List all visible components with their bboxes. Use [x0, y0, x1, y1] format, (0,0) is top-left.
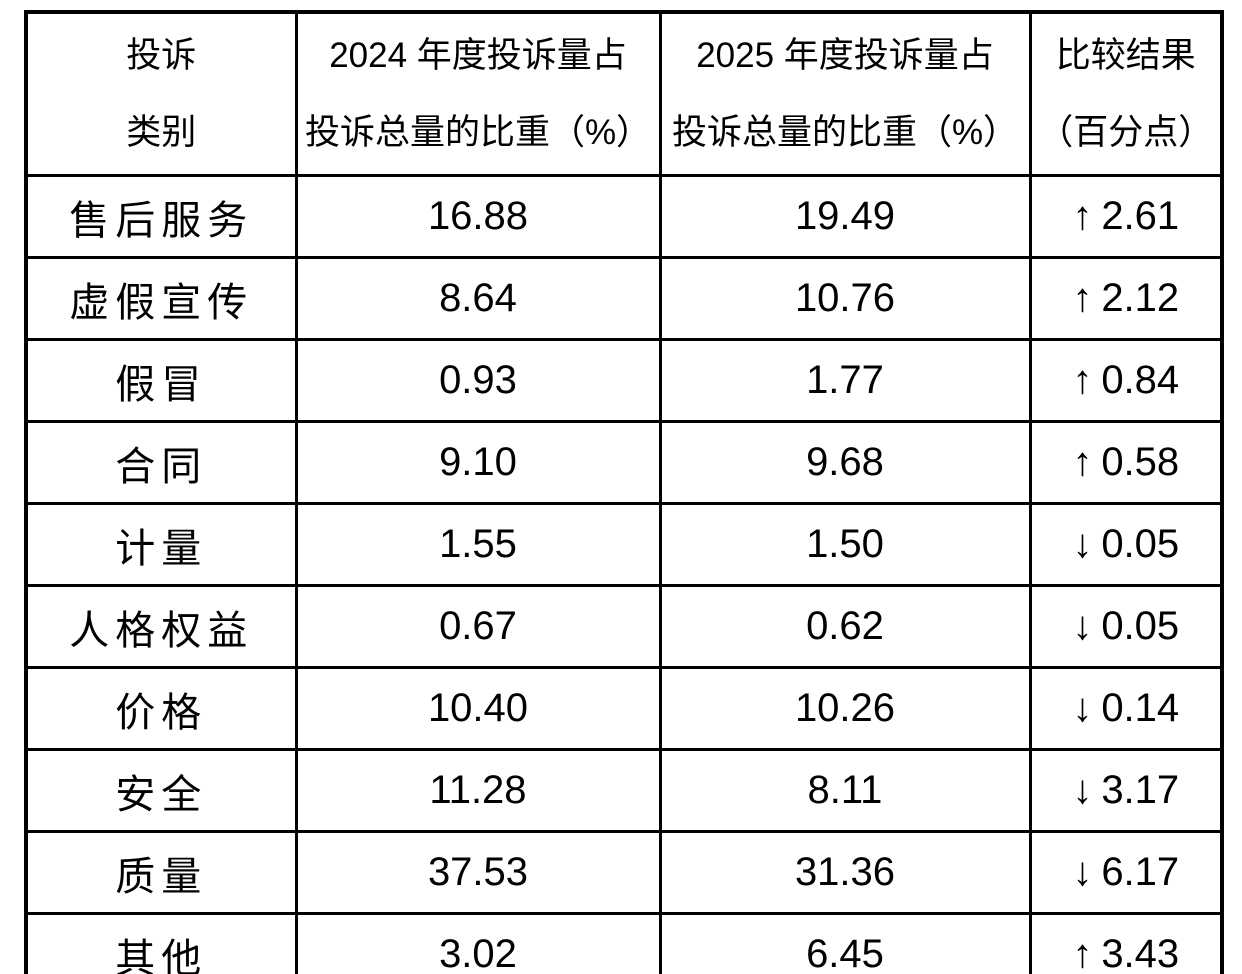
table-row: 合同 9.10 9.68 ↑ 0.58 [24, 420, 1224, 505]
share-2024-cell: 16.88 [294, 174, 662, 259]
header-cell-comparison: 比较结果 （百分点） [1028, 10, 1224, 177]
change-cell: ↓ 0.14 [1028, 666, 1224, 751]
share-2025-cell: 0.62 [658, 584, 1032, 669]
share-2025-cell: 1.50 [658, 502, 1032, 587]
share-2024-cell: 8.64 [294, 256, 662, 341]
category-cell: 安全 [24, 748, 298, 833]
category-cell: 计量 [24, 502, 298, 587]
header-cell-2025-share: 2025 年度投诉量占 投诉总量的比重（%） [658, 10, 1032, 177]
table-row: 价格 10.40 10.26 ↓ 0.14 [24, 666, 1224, 751]
share-2024-cell: 10.40 [294, 666, 662, 751]
header-2025-line1: 2025 年度投诉量占 [696, 36, 994, 75]
header-2025-line2: 投诉总量的比重（%） [671, 113, 1019, 152]
change-value: 0.14 [1101, 686, 1180, 730]
table-row: 质量 37.53 31.36 ↓ 6.17 [24, 830, 1224, 915]
change-value: 0.05 [1101, 522, 1180, 566]
change-arrow-icon: ↑ [1072, 440, 1093, 484]
share-2024-cell: 11.28 [294, 748, 662, 833]
share-2024-cell: 0.67 [294, 584, 662, 669]
share-2025-cell: 8.11 [658, 748, 1032, 833]
change-cell: ↓ 0.05 [1028, 584, 1224, 669]
complaint-comparison-table: 投诉 类别 2024 年度投诉量占 投诉总量的比重（%） 2025 年度投诉量占… [24, 10, 1224, 974]
change-cell: ↑ 0.84 [1028, 338, 1224, 423]
change-value: 0.05 [1101, 604, 1180, 648]
header-2024-line1: 2024 年度投诉量占 [329, 36, 627, 75]
change-cell: ↑ 0.58 [1028, 420, 1224, 505]
share-2025-cell: 10.76 [658, 256, 1032, 341]
change-arrow-icon: ↓ [1072, 850, 1093, 894]
header-category-line2: 类别 [126, 113, 197, 152]
change-value: 2.61 [1101, 194, 1180, 238]
header-cell-category: 投诉 类别 [24, 10, 298, 177]
table-row: 虚假宣传 8.64 10.76 ↑ 2.12 [24, 256, 1224, 341]
category-cell: 人格权益 [24, 584, 298, 669]
change-cell: ↓ 6.17 [1028, 830, 1224, 915]
change-value: 3.17 [1101, 768, 1180, 812]
share-2025-cell: 19.49 [658, 174, 1032, 259]
change-cell: ↑ 2.61 [1028, 174, 1224, 259]
category-cell: 售后服务 [24, 174, 298, 259]
share-2025-cell: 1.77 [658, 338, 1032, 423]
change-value: 0.84 [1101, 358, 1180, 402]
share-2025-cell: 9.68 [658, 420, 1032, 505]
header-comparison-line2: （百分点） [1038, 113, 1214, 152]
change-cell: ↑ 2.12 [1028, 256, 1224, 341]
change-arrow-icon: ↓ [1072, 768, 1093, 812]
table-row: 售后服务 16.88 19.49 ↑ 2.61 [24, 174, 1224, 259]
share-2025-cell: 6.45 [658, 912, 1032, 974]
header-comparison-line1: 比较结果 [1055, 36, 1196, 75]
share-2025-cell: 31.36 [658, 830, 1032, 915]
change-value: 3.43 [1101, 932, 1180, 974]
header-2024-line2: 投诉总量的比重（%） [304, 113, 652, 152]
share-2024-cell: 1.55 [294, 502, 662, 587]
share-2024-cell: 37.53 [294, 830, 662, 915]
header-cell-2024-share: 2024 年度投诉量占 投诉总量的比重（%） [294, 10, 662, 177]
change-arrow-icon: ↓ [1072, 686, 1093, 730]
change-arrow-icon: ↑ [1072, 932, 1093, 974]
share-2024-cell: 0.93 [294, 338, 662, 423]
change-cell: ↓ 3.17 [1028, 748, 1224, 833]
change-value: 6.17 [1101, 850, 1180, 894]
share-2024-cell: 3.02 [294, 912, 662, 974]
table-row: 安全 11.28 8.11 ↓ 3.17 [24, 748, 1224, 833]
category-cell: 其他 [24, 912, 298, 974]
change-arrow-icon: ↓ [1072, 522, 1093, 566]
table-header-row: 投诉 类别 2024 年度投诉量占 投诉总量的比重（%） 2025 年度投诉量占… [24, 10, 1224, 177]
category-cell: 价格 [24, 666, 298, 751]
category-cell: 虚假宣传 [24, 256, 298, 341]
category-cell: 合同 [24, 420, 298, 505]
table-row: 人格权益 0.67 0.62 ↓ 0.05 [24, 584, 1224, 669]
change-value: 0.58 [1101, 440, 1180, 484]
table-row: 其他 3.02 6.45 ↑ 3.43 [24, 912, 1224, 974]
share-2024-cell: 9.10 [294, 420, 662, 505]
category-cell: 假冒 [24, 338, 298, 423]
change-arrow-icon: ↑ [1072, 194, 1093, 238]
change-value: 2.12 [1101, 276, 1180, 320]
change-cell: ↓ 0.05 [1028, 502, 1224, 587]
share-2025-cell: 10.26 [658, 666, 1032, 751]
table-row: 计量 1.55 1.50 ↓ 0.05 [24, 502, 1224, 587]
category-cell: 质量 [24, 830, 298, 915]
table-row: 假冒 0.93 1.77 ↑ 0.84 [24, 338, 1224, 423]
change-cell: ↑ 3.43 [1028, 912, 1224, 974]
change-arrow-icon: ↓ [1072, 604, 1093, 648]
change-arrow-icon: ↑ [1072, 276, 1093, 320]
change-arrow-icon: ↑ [1072, 358, 1093, 402]
header-category-line1: 投诉 [126, 36, 197, 75]
